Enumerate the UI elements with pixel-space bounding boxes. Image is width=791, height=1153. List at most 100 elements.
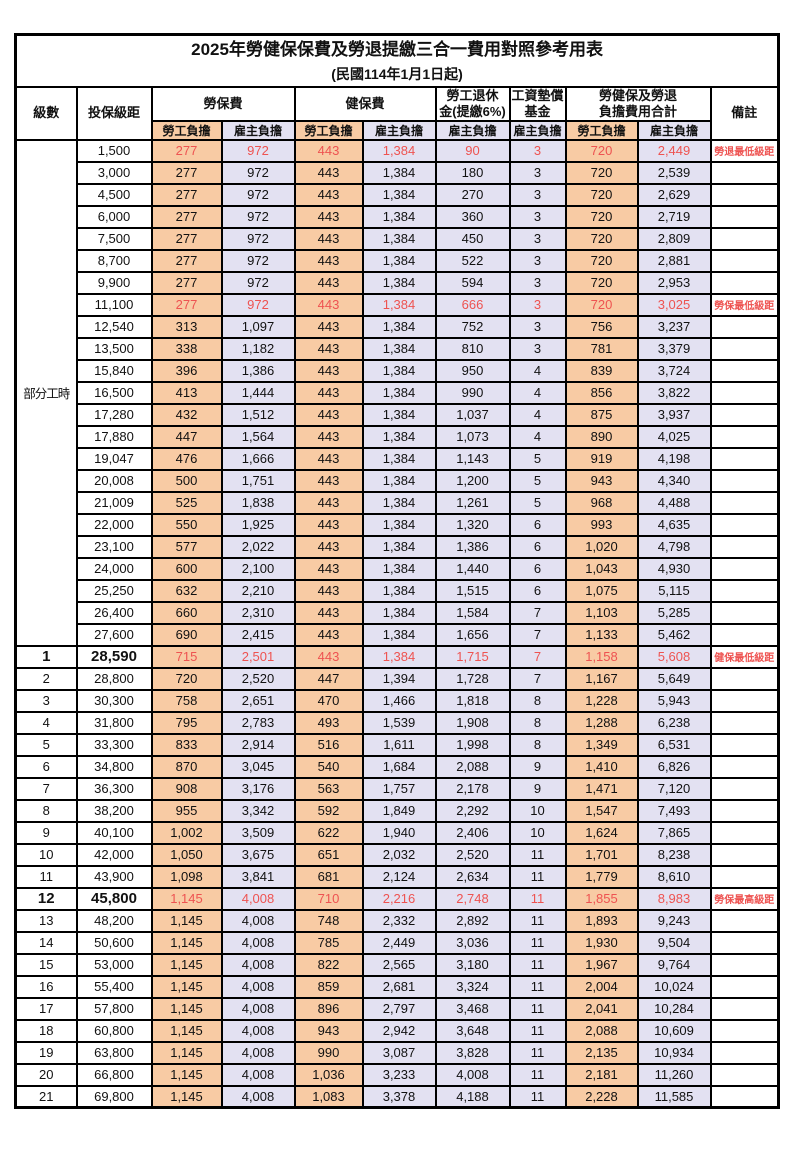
- value-cell: 11: [508, 864, 567, 889]
- value-cell: 6,238: [636, 710, 712, 735]
- value-cell: 1,384: [361, 160, 437, 185]
- note-cell: [709, 578, 780, 603]
- value-cell: 1,145: [150, 930, 223, 955]
- value-cell: 1,564: [220, 424, 296, 449]
- value-cell: 720: [564, 138, 639, 163]
- note-cell: [709, 688, 780, 713]
- value-cell: 1,384: [361, 292, 437, 317]
- value-cell: 1,073: [434, 424, 511, 449]
- value-cell: 11: [508, 930, 567, 955]
- value-cell: 4,025: [636, 424, 712, 449]
- value-cell: 3: [508, 138, 567, 163]
- bracket-cell: 17,280: [75, 402, 153, 427]
- bracket-cell: 30,300: [75, 688, 153, 713]
- value-cell: 1,145: [150, 1018, 223, 1043]
- value-cell: 443: [293, 160, 364, 185]
- value-cell: 1,384: [361, 534, 437, 559]
- pension-line1: 勞工退休: [446, 87, 499, 103]
- table-row: 11,100 277 972 443 1,384 666 3 720 3,025 勞保最低級距: [16, 292, 780, 317]
- value-cell: 2,681: [361, 974, 437, 999]
- note-cell: [709, 380, 780, 405]
- col-header-level: 級數: [14, 85, 78, 141]
- value-cell: 3,025: [636, 292, 712, 317]
- table-row: 7,500 277 972 443 1,384 450 3 720 2,809: [16, 226, 780, 251]
- value-cell: 1,384: [361, 600, 437, 625]
- value-cell: 443: [293, 336, 364, 361]
- value-cell: 990: [293, 1040, 364, 1065]
- value-cell: 1,020: [564, 534, 639, 559]
- table-row: 17 57,800 1,145 4,008 896 2,797 3,468 11 2,041 10…: [14, 996, 780, 1021]
- value-cell: 10,024: [636, 974, 712, 999]
- value-cell: 1,684: [361, 754, 437, 779]
- table-row: 10 42,000 1,050 3,675 651 2,032 2,520 11 1,701 8,…: [14, 842, 780, 867]
- value-cell: 443: [293, 644, 364, 669]
- note-cell: [709, 820, 780, 845]
- value-cell: 1,410: [564, 754, 639, 779]
- note-cell: [709, 908, 780, 933]
- bracket-cell: 19,047: [75, 446, 153, 471]
- value-cell: 1,728: [434, 666, 511, 691]
- bracket-cell: 66,800: [75, 1062, 153, 1087]
- value-cell: 443: [293, 358, 364, 383]
- value-cell: 2,501: [220, 644, 296, 669]
- value-cell: 11: [508, 974, 567, 999]
- value-cell: 4,188: [434, 1084, 511, 1109]
- value-cell: 1,666: [220, 446, 296, 471]
- value-cell: 1,584: [434, 600, 511, 625]
- value-cell: 890: [564, 424, 639, 449]
- value-cell: 1,394: [361, 666, 437, 691]
- value-cell: 11: [508, 1062, 567, 1087]
- value-cell: 822: [293, 952, 364, 977]
- value-cell: 3: [508, 292, 567, 317]
- value-cell: 1,145: [150, 952, 223, 977]
- value-cell: 277: [150, 182, 223, 207]
- bracket-cell: 26,400: [75, 600, 153, 625]
- value-cell: 443: [293, 468, 364, 493]
- value-cell: 3,342: [220, 798, 296, 823]
- value-cell: 3,237: [636, 314, 712, 339]
- value-cell: 875: [564, 402, 639, 427]
- value-cell: 9,243: [636, 908, 712, 933]
- value-cell: 2,022: [220, 534, 296, 559]
- value-cell: 443: [293, 534, 364, 559]
- value-cell: 360: [434, 204, 511, 229]
- value-cell: 1,384: [361, 248, 437, 273]
- table-row: 20 66,800 1,145 4,008 1,036 3,233 4,008 11 2,181…: [14, 1062, 780, 1087]
- bracket-cell: 42,000: [75, 842, 153, 867]
- value-cell: 443: [293, 578, 364, 603]
- bracket-cell: 50,600: [75, 930, 153, 955]
- value-cell: 6: [508, 534, 567, 559]
- note-cell: 勞退最低級距: [709, 138, 780, 163]
- bracket-cell: 28,590: [75, 644, 153, 669]
- value-cell: 1,384: [361, 138, 437, 163]
- table-row: 2 28,800 720 2,520 447 1,394 1,728 7 1,167 5,649: [14, 666, 780, 691]
- table-row: 14 50,600 1,145 4,008 785 2,449 3,036 11 1,930 9,…: [14, 930, 780, 955]
- level-cell: 20: [14, 1062, 78, 1087]
- value-cell: 720: [564, 292, 639, 317]
- value-cell: 443: [293, 138, 364, 163]
- value-cell: 2,953: [636, 270, 712, 295]
- bracket-cell: 53,000: [75, 952, 153, 977]
- value-cell: 4: [508, 402, 567, 427]
- value-cell: 1,386: [434, 534, 511, 559]
- value-cell: 839: [564, 358, 639, 383]
- bracket-cell: 13,500: [75, 336, 153, 361]
- value-cell: 277: [150, 270, 223, 295]
- value-cell: 2,100: [220, 556, 296, 581]
- value-cell: 681: [293, 864, 364, 889]
- note-cell: [709, 842, 780, 867]
- value-cell: 2,634: [434, 864, 511, 889]
- value-cell: 1,466: [361, 688, 437, 713]
- value-cell: 2,135: [564, 1040, 639, 1065]
- value-cell: 720: [564, 248, 639, 273]
- value-cell: 2,797: [361, 996, 437, 1021]
- value-cell: 1,440: [434, 556, 511, 581]
- bracket-cell: 7,500: [75, 226, 153, 251]
- value-cell: 525: [150, 490, 223, 515]
- value-cell: 516: [293, 732, 364, 757]
- value-cell: 4,008: [220, 1062, 296, 1087]
- bracket-cell: 60,800: [75, 1018, 153, 1043]
- value-cell: 1,930: [564, 930, 639, 955]
- value-cell: 470: [293, 688, 364, 713]
- bracket-cell: 69,800: [75, 1084, 153, 1109]
